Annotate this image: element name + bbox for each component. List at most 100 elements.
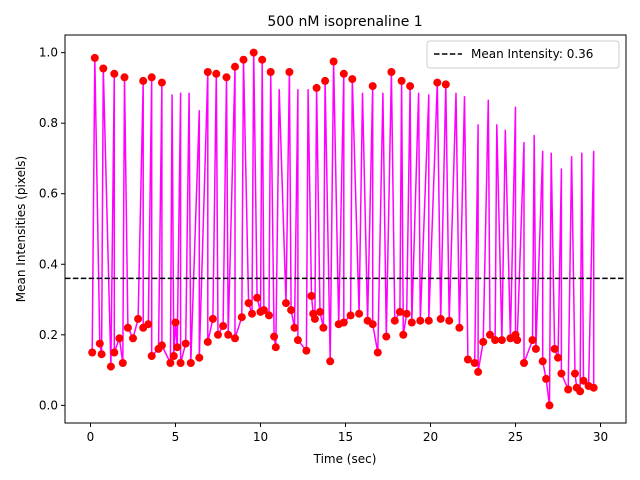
marker-point-38	[144, 320, 153, 329]
marker-point-1	[99, 64, 108, 73]
marker-point-13	[258, 55, 267, 64]
marker-point-96	[474, 367, 483, 376]
marker-point-56	[237, 313, 246, 322]
marker-point-29	[97, 350, 106, 359]
marker-point-112	[557, 369, 566, 378]
x-tick-label-2: 10	[253, 430, 268, 444]
marker-point-24	[406, 82, 415, 91]
marker-point-22	[387, 68, 396, 76]
marker-point-98	[486, 330, 494, 339]
marker-point-89	[416, 316, 425, 325]
marker-point-108	[542, 374, 551, 383]
marker-point-103	[513, 336, 522, 345]
marker-point-65	[282, 299, 290, 308]
marker-point-55	[231, 334, 239, 343]
marker-point-69	[302, 346, 311, 355]
marker-point-5	[147, 73, 156, 82]
marker-point-86	[399, 330, 408, 339]
marker-point-7	[203, 68, 212, 76]
x-tick-label-1: 5	[172, 430, 180, 444]
marker-point-87	[402, 309, 411, 318]
marker-point-109	[545, 401, 554, 410]
marker-point-42	[166, 359, 175, 367]
marker-point-16	[312, 83, 321, 92]
marker-point-17	[321, 76, 330, 85]
y-tick-label-0: 0.0	[39, 398, 58, 412]
marker-point-93	[455, 323, 464, 332]
marker-point-58	[248, 309, 256, 318]
marker-point-25	[433, 78, 442, 87]
marker-point-113	[564, 385, 573, 394]
x-tick-label-3: 15	[338, 430, 353, 444]
marker-point-106	[531, 344, 540, 353]
marker-point-77	[339, 318, 348, 327]
y-tick-label-2: 0.4	[39, 257, 58, 271]
marker-point-119	[589, 383, 598, 392]
marker-point-70	[307, 292, 316, 300]
marker-point-82	[373, 348, 382, 357]
marker-point-99	[491, 336, 500, 345]
marker-point-23	[397, 76, 406, 85]
marker-point-45	[173, 343, 182, 352]
marker-point-111	[554, 353, 562, 362]
marker-point-18	[329, 57, 338, 66]
marker-point-51	[208, 314, 217, 323]
marker-point-2	[110, 69, 119, 78]
marker-point-107	[538, 357, 547, 366]
y-tick-label-1: 0.2	[39, 328, 58, 342]
marker-point-32	[115, 334, 124, 343]
y-tick-label-4: 0.8	[39, 116, 58, 130]
legend-box	[426, 40, 620, 69]
marker-point-104	[520, 359, 528, 367]
marker-point-35	[129, 334, 137, 343]
marker-point-85	[395, 307, 404, 316]
marker-point-19	[339, 69, 348, 78]
marker-point-9	[222, 73, 231, 82]
legend-entry-mean-intensity: Mean Intensity: 0.36	[471, 47, 593, 61]
x-tick-label-6: 30	[593, 430, 608, 444]
marker-point-11	[239, 55, 248, 64]
marker-point-67	[290, 323, 299, 332]
x-axis-label: Time (sec)	[313, 452, 377, 466]
marker-point-43	[169, 352, 178, 360]
marker-point-64	[271, 343, 280, 352]
marker-point-53	[219, 322, 228, 330]
marker-point-28	[95, 339, 104, 348]
marker-point-78	[346, 311, 355, 320]
marker-point-12	[249, 48, 258, 57]
marker-point-97	[479, 337, 488, 346]
marker-point-26	[441, 80, 450, 89]
marker-point-73	[316, 307, 324, 316]
marker-point-63	[270, 332, 279, 341]
marker-point-94	[463, 355, 472, 364]
marker-point-36	[134, 314, 143, 323]
marker-point-54	[224, 330, 233, 339]
marker-point-3	[120, 73, 129, 82]
marker-point-39	[147, 352, 156, 360]
marker-point-88	[407, 318, 416, 327]
marker-point-117	[579, 376, 588, 385]
marker-point-79	[355, 309, 364, 318]
ticks-layer: 0 5 10 15 20 25 30 0.0 0.2 0.4 0.6 0.8 1.0	[39, 46, 608, 444]
marker-point-95	[470, 359, 479, 367]
marker-point-57	[244, 299, 253, 308]
marker-point-46	[176, 359, 185, 367]
marker-point-14	[266, 68, 275, 76]
marker-point-30	[106, 362, 115, 371]
marker-point-90	[424, 316, 433, 325]
marker-point-8	[212, 69, 221, 78]
marker-point-52	[214, 330, 222, 339]
marker-point-84	[390, 316, 399, 325]
marker-point-59	[253, 293, 262, 302]
marker-point-105	[528, 336, 537, 345]
marker-point-110	[550, 344, 559, 353]
marker-point-48	[186, 359, 195, 367]
marker-point-92	[445, 316, 454, 325]
marker-point-20	[348, 75, 357, 84]
marker-point-91	[436, 314, 445, 323]
marker-point-21	[368, 82, 377, 91]
marker-point-0	[90, 53, 99, 62]
marker-point-33	[118, 359, 127, 367]
marker-point-49	[195, 353, 204, 362]
